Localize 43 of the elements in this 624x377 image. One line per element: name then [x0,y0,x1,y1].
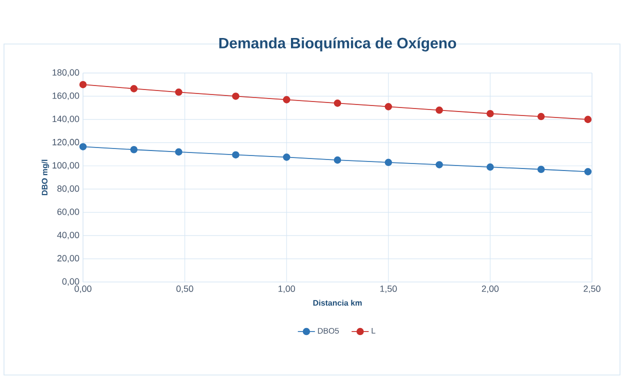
y-axis-title: DBO mg/l [42,160,50,196]
y-tick-label: 180,00 [52,69,80,77]
point [384,158,392,166]
point [584,116,592,124]
point [334,156,342,164]
point [175,148,182,156]
y-tick-label: 160,00 [52,92,80,100]
y-tick-label: 40,00 [57,232,80,240]
point [282,96,290,104]
point [436,161,443,168]
y-tick-label: 80,00 [57,185,80,193]
point [130,146,138,154]
y-tick-label: 60,00 [57,208,80,216]
point [436,106,443,114]
point [79,143,87,150]
x-tick-label: 2,00 [482,286,499,293]
x-tick-label: 2,50 [584,286,600,293]
legend-label: L [372,328,376,334]
y-tick-label: 20,00 [57,255,80,262]
point [584,168,592,176]
legend-label: DBO5 [318,328,339,334]
point [537,112,545,120]
x-tick-label: 1,50 [380,286,397,293]
point [232,151,240,158]
point [486,110,494,118]
chart-title: Demanda Bioquímica de Oxígeno [219,37,456,52]
point [282,154,290,161]
point [175,88,182,96]
y-tick-label: 100,00 [52,162,80,170]
x-tick-label: 1,00 [278,286,296,293]
x-axis-title: Distancia km [313,300,362,306]
point [537,166,545,174]
point [486,163,494,171]
y-tick-label: 120,00 [52,138,80,146]
y-tick-label: 0,00 [62,278,80,286]
point [79,80,87,88]
x-tick-label: 0,00 [74,286,92,293]
point [384,103,392,110]
point [232,92,240,100]
point [130,85,138,92]
point [334,100,342,107]
y-tick-label: 140,00 [52,116,80,124]
x-tick-label: 0,50 [176,286,194,293]
